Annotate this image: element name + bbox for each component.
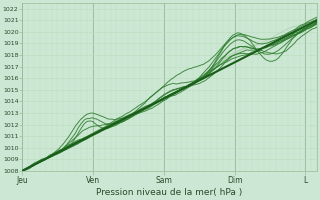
X-axis label: Pression niveau de la mer( hPa ): Pression niveau de la mer( hPa ): [97, 188, 243, 197]
